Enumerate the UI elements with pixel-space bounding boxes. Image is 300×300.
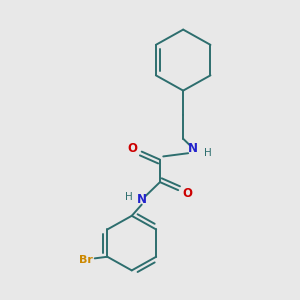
Text: O: O xyxy=(182,187,193,200)
Text: N: N xyxy=(137,193,147,206)
Text: Br: Br xyxy=(79,255,93,265)
Text: N: N xyxy=(188,142,198,155)
Text: O: O xyxy=(128,142,137,155)
Text: H: H xyxy=(125,192,133,202)
Text: H: H xyxy=(204,148,212,158)
